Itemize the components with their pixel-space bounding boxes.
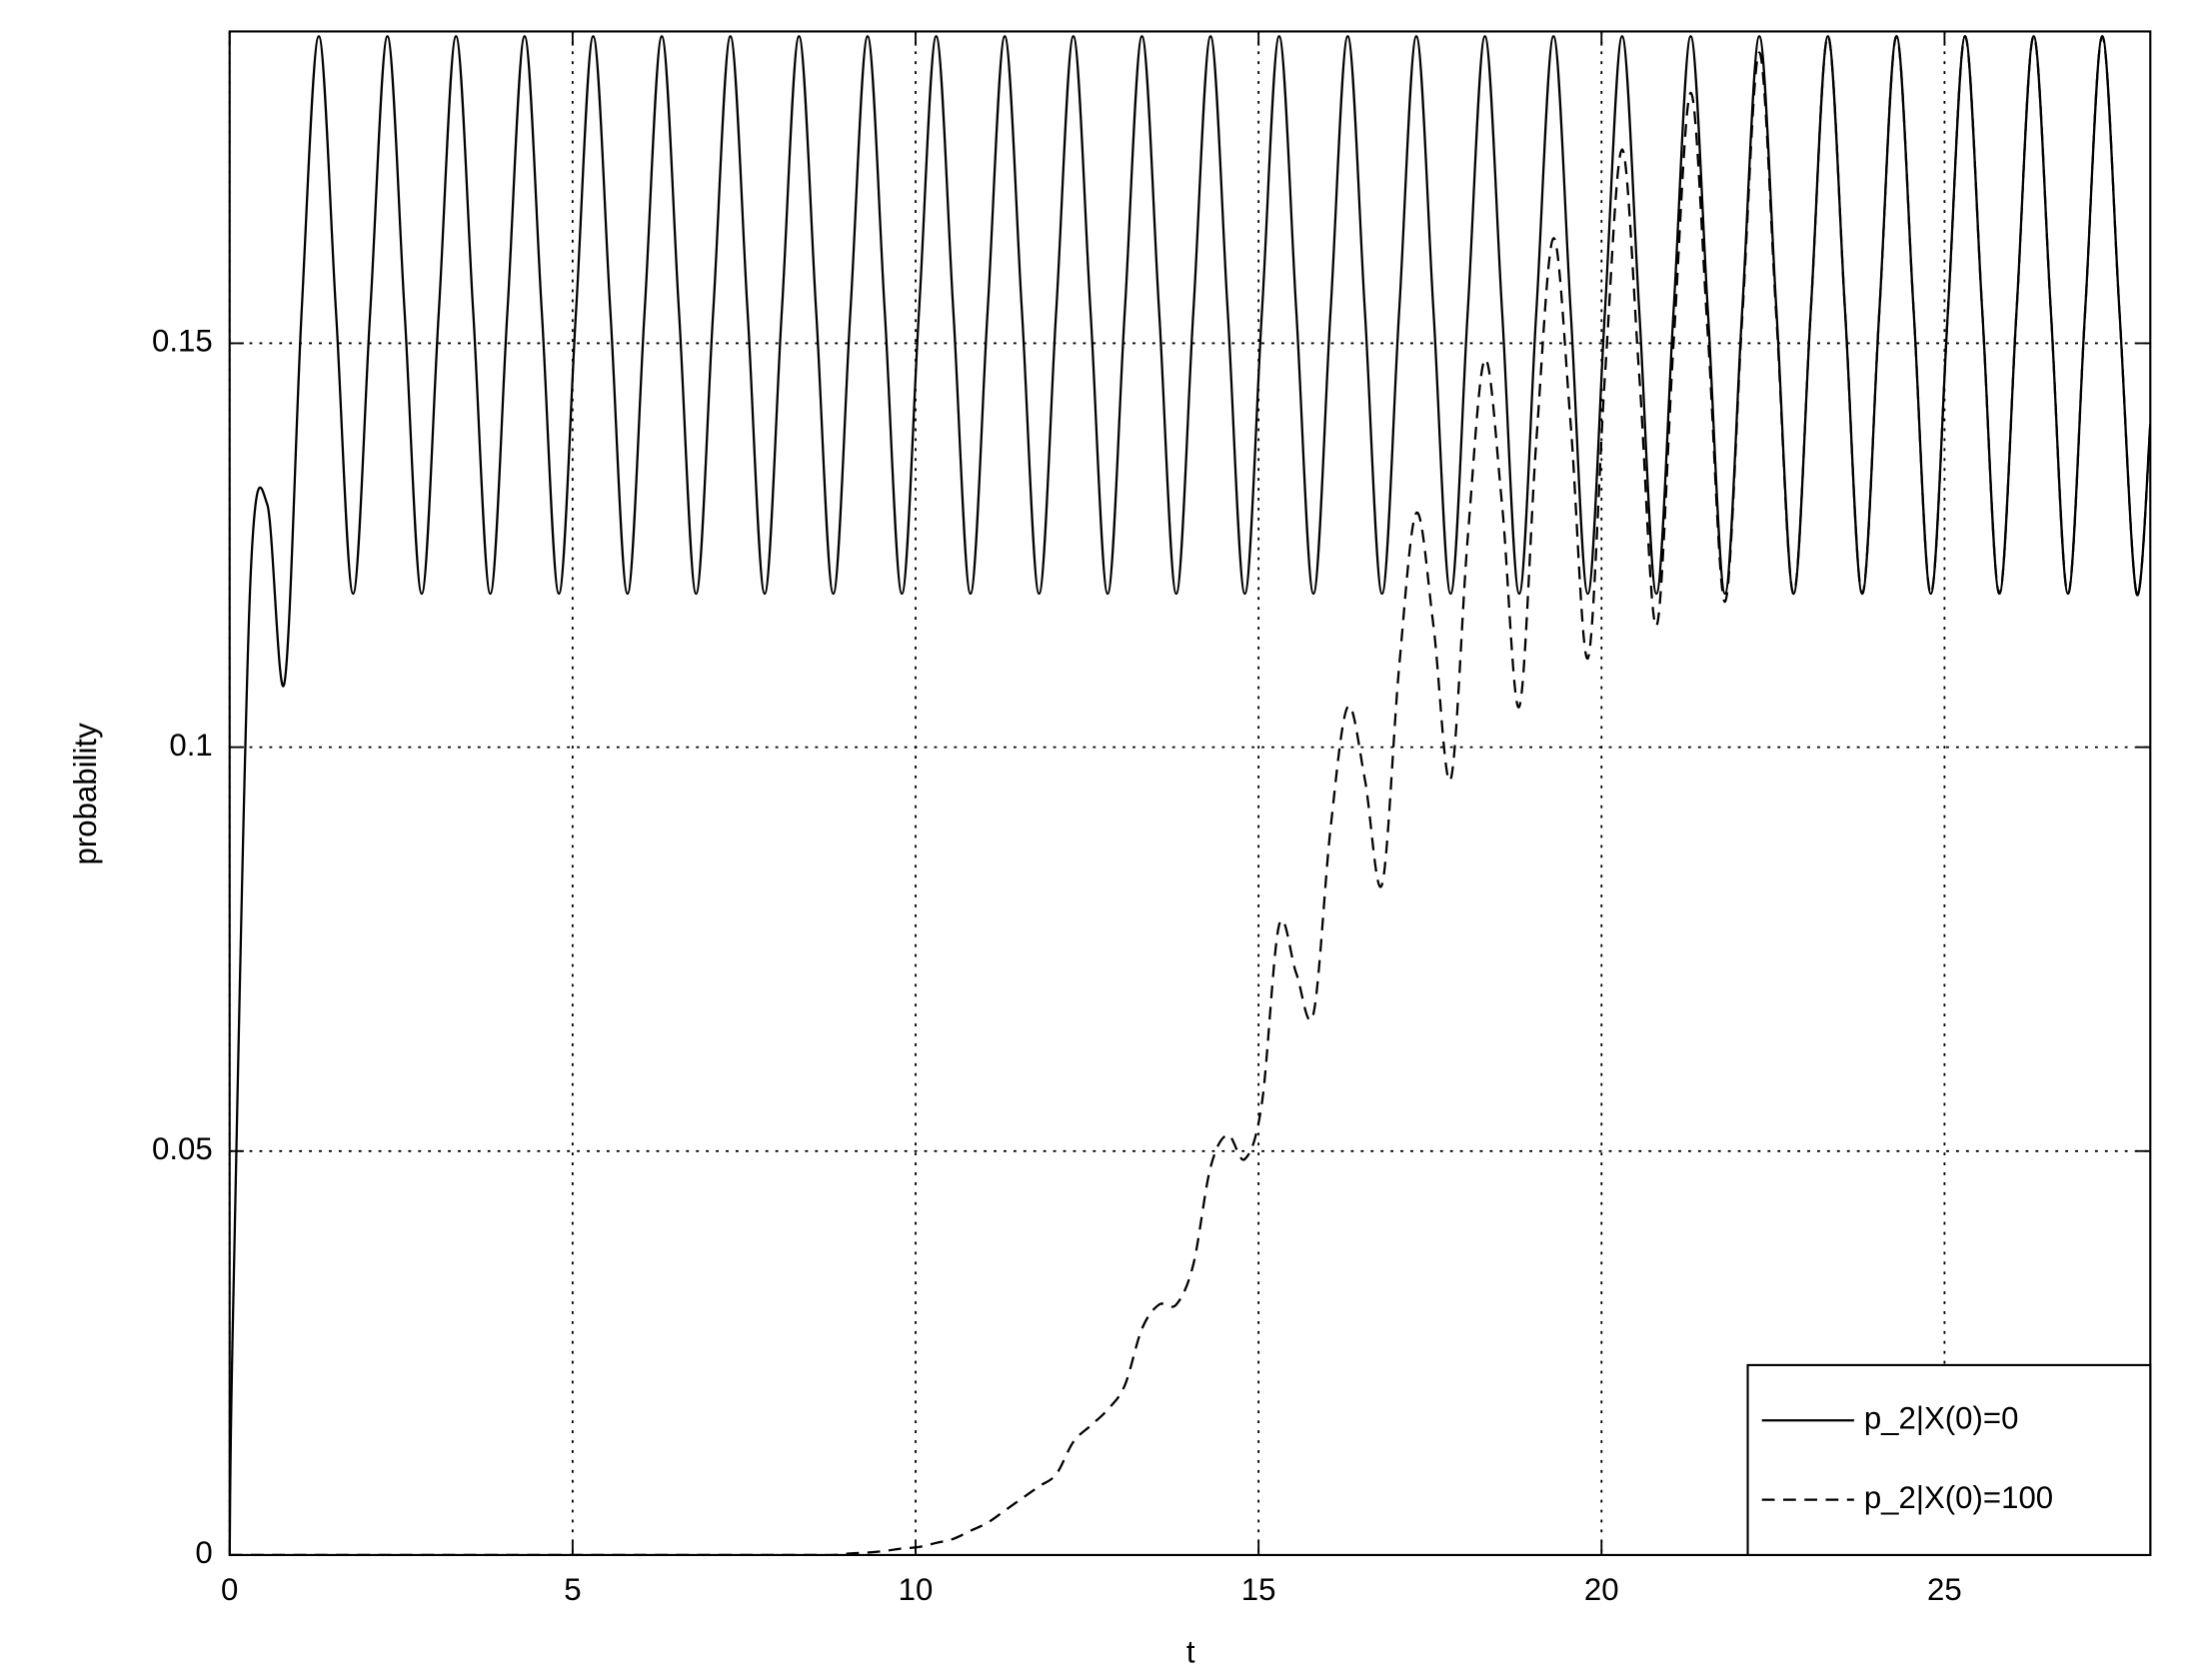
x-tick-label: 20	[1584, 1572, 1619, 1607]
y-tick-label: 0.15	[152, 324, 213, 359]
y-tick-label: 0.05	[152, 1131, 213, 1166]
series-line	[229, 35, 2151, 1555]
y-axis-label: probability	[68, 723, 103, 865]
x-tick-label: 15	[1241, 1572, 1276, 1607]
legend-label: p_2|X(0)=100	[1864, 1480, 2053, 1515]
series-line	[229, 35, 2151, 1555]
y-tick-label: 0	[195, 1535, 212, 1570]
y-tick-label: 0.1	[169, 728, 212, 763]
plot-frame	[228, 30, 2152, 1557]
x-tick-label: 25	[1927, 1572, 1962, 1607]
x-tick-label: 5	[564, 1572, 581, 1607]
x-axis-label: t	[1186, 1634, 1195, 1669]
x-tick-label: 0	[221, 1572, 238, 1607]
legend-label: p_2|X(0)=0	[1864, 1400, 2019, 1435]
x-tick-label: 10	[899, 1572, 934, 1607]
legend-box	[1746, 1363, 2152, 1557]
